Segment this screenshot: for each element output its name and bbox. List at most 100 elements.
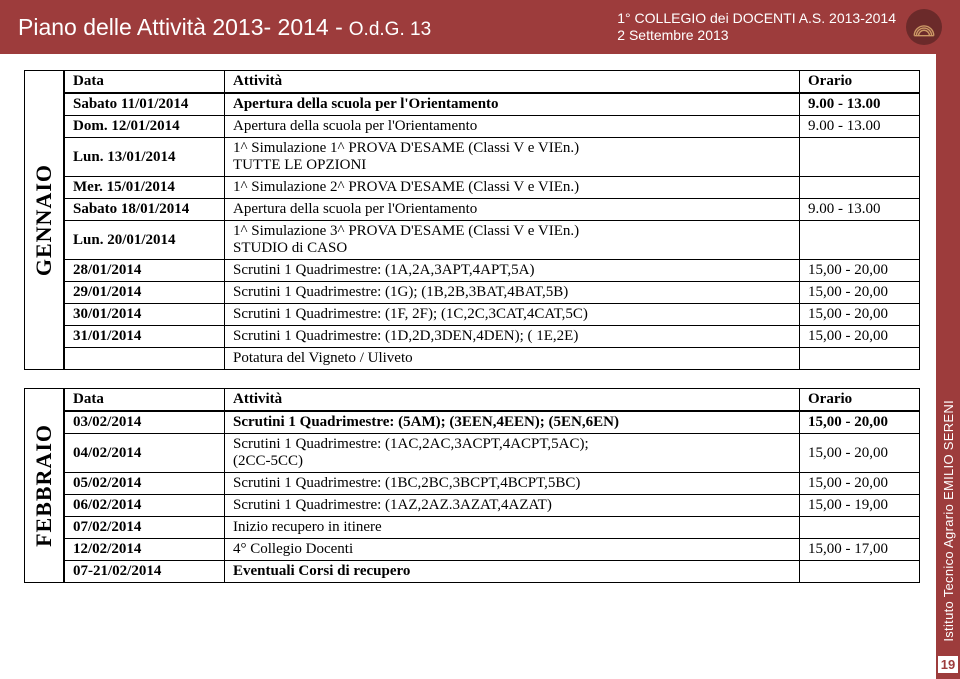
table-row: 29/01/2014Scrutini 1 Quadrimestre: (1G);… bbox=[65, 282, 920, 304]
col-header-time: Orario bbox=[800, 71, 920, 94]
table-wrap-gennaio: Data Attività Orario Sabato 11/01/2014Ap… bbox=[64, 70, 920, 370]
table-gennaio: Data Attività Orario Sabato 11/01/2014Ap… bbox=[64, 70, 920, 370]
cell-activity: Scrutini 1 Quadrimestre: (1BC,2BC,3BCPT,… bbox=[225, 473, 800, 495]
cell-time: 15,00 - 20,00 bbox=[800, 473, 920, 495]
cell-activity: 1^ Simulazione 2^ PROVA D'ESAME (Classi … bbox=[225, 177, 800, 199]
cell-activity: 1^ Simulazione 3^ PROVA D'ESAME (Classi … bbox=[225, 221, 800, 260]
cell-activity: Apertura della scuola per l'Orientamento bbox=[225, 199, 800, 221]
cell-date: Dom. 12/01/2014 bbox=[65, 116, 225, 138]
header-left: Piano delle Attività 2013- 2014 - O.d.G.… bbox=[18, 14, 431, 41]
block-febbraio: FEBBRAIO Data Attività Orario 03/02/2014… bbox=[24, 388, 920, 583]
cell-time bbox=[800, 561, 920, 583]
cell-activity: Scrutini 1 Quadrimestre: (1AZ,2AZ.3AZAT,… bbox=[225, 495, 800, 517]
side-strip: Istituto Tecnico Agrario EMILIO SERENI 1… bbox=[936, 54, 960, 679]
cell-date: 28/01/2014 bbox=[65, 260, 225, 282]
cell-date: 06/02/2014 bbox=[65, 495, 225, 517]
cell-time: 15,00 - 20,00 bbox=[800, 434, 920, 473]
table-header-row: Data Attività Orario bbox=[65, 389, 920, 412]
cell-date: 31/01/2014 bbox=[65, 326, 225, 348]
cell-date: 05/02/2014 bbox=[65, 473, 225, 495]
table-row: Lun. 20/01/20141^ Simulazione 3^ PROVA D… bbox=[65, 221, 920, 260]
cell-time: 9.00 - 13.00 bbox=[800, 116, 920, 138]
table-wrap-febbraio: Data Attività Orario 03/02/2014Scrutini … bbox=[64, 388, 920, 583]
cell-date bbox=[65, 348, 225, 370]
main-content: GENNAIO Data Attività Orario Sabato 11/0… bbox=[0, 54, 960, 593]
cell-activity: Scrutini 1 Quadrimestre: (5AM); (3EEN,4E… bbox=[225, 411, 800, 434]
col-header-activity: Attività bbox=[225, 71, 800, 94]
table-row: 05/02/2014Scrutini 1 Quadrimestre: (1BC,… bbox=[65, 473, 920, 495]
cell-time bbox=[800, 221, 920, 260]
cell-time: 9.00 - 13.00 bbox=[800, 199, 920, 221]
cell-time: 15,00 - 17,00 bbox=[800, 539, 920, 561]
cell-date: 12/02/2014 bbox=[65, 539, 225, 561]
table-row: 04/02/2014Scrutini 1 Quadrimestre: (1AC,… bbox=[65, 434, 920, 473]
col-header-date: Data bbox=[65, 71, 225, 94]
cell-activity: Inizio recupero in itinere bbox=[225, 517, 800, 539]
cell-activity: Eventuali Corsi di recupero bbox=[225, 561, 800, 583]
header-bar: Piano delle Attività 2013- 2014 - O.d.G.… bbox=[0, 0, 960, 54]
header-right: 1° COLLEGIO dei DOCENTI A.S. 2013-2014 2… bbox=[617, 9, 942, 45]
cell-activity: Scrutini 1 Quadrimestre: (1A,2A,3APT,4AP… bbox=[225, 260, 800, 282]
month-tab-label: FEBBRAIO bbox=[31, 424, 57, 547]
logo-icon bbox=[906, 9, 942, 45]
cell-activity: Apertura della scuola per l'Orientamento bbox=[225, 116, 800, 138]
cell-date: Lun. 20/01/2014 bbox=[65, 221, 225, 260]
cell-activity: Scrutini 1 Quadrimestre: (1F, 2F); (1C,2… bbox=[225, 304, 800, 326]
table-row: Dom. 12/01/2014Apertura della scuola per… bbox=[65, 116, 920, 138]
cell-date: Mer. 15/01/2014 bbox=[65, 177, 225, 199]
cell-date: 29/01/2014 bbox=[65, 282, 225, 304]
table-febbraio: Data Attività Orario 03/02/2014Scrutini … bbox=[64, 388, 920, 583]
table-row: 31/01/2014Scrutini 1 Quadrimestre: (1D,2… bbox=[65, 326, 920, 348]
table-row: Lun. 13/01/20141^ Simulazione 1^ PROVA D… bbox=[65, 138, 920, 177]
cell-activity: Scrutini 1 Quadrimestre: (1D,2D,3DEN,4DE… bbox=[225, 326, 800, 348]
cell-time bbox=[800, 348, 920, 370]
table-row: Sabato 11/01/2014Apertura della scuola p… bbox=[65, 93, 920, 116]
side-label: Istituto Tecnico Agrario EMILIO SERENI bbox=[941, 400, 956, 642]
header-right-line1: 1° COLLEGIO dei DOCENTI A.S. 2013-2014 bbox=[617, 10, 896, 28]
table-row: 07/02/2014Inizio recupero in itinere bbox=[65, 517, 920, 539]
cell-date: 30/01/2014 bbox=[65, 304, 225, 326]
table-row: 12/02/20144° Collegio Docenti15,00 - 17,… bbox=[65, 539, 920, 561]
header-title: Piano delle Attività 2013- 2014 - bbox=[18, 14, 343, 41]
cell-date: Sabato 11/01/2014 bbox=[65, 93, 225, 116]
header-subtitle: O.d.G. 13 bbox=[349, 19, 431, 41]
header-right-line2: 2 Settembre 2013 bbox=[617, 27, 896, 45]
table-row: Mer. 15/01/20141^ Simulazione 2^ PROVA D… bbox=[65, 177, 920, 199]
table-row: Sabato 18/01/2014Apertura della scuola p… bbox=[65, 199, 920, 221]
cell-activity: Scrutini 1 Quadrimestre: (1AC,2AC,3ACPT,… bbox=[225, 434, 800, 473]
cell-activity: 1^ Simulazione 1^ PROVA D'ESAME (Classi … bbox=[225, 138, 800, 177]
table-row: 06/02/2014Scrutini 1 Quadrimestre: (1AZ,… bbox=[65, 495, 920, 517]
col-header-time: Orario bbox=[800, 389, 920, 412]
block-gennaio: GENNAIO Data Attività Orario Sabato 11/0… bbox=[24, 70, 920, 370]
cell-time: 15,00 - 19,00 bbox=[800, 495, 920, 517]
cell-date: 07/02/2014 bbox=[65, 517, 225, 539]
header-right-text: 1° COLLEGIO dei DOCENTI A.S. 2013-2014 2… bbox=[617, 10, 896, 45]
month-tab-febbraio: FEBBRAIO bbox=[24, 388, 64, 583]
table-row: 30/01/2014Scrutini 1 Quadrimestre: (1F, … bbox=[65, 304, 920, 326]
cell-activity: 4° Collegio Docenti bbox=[225, 539, 800, 561]
table-row: Potatura del Vigneto / Uliveto bbox=[65, 348, 920, 370]
month-tab-gennaio: GENNAIO bbox=[24, 70, 64, 370]
cell-date: 07-21/02/2014 bbox=[65, 561, 225, 583]
cell-time bbox=[800, 517, 920, 539]
cell-date: 03/02/2014 bbox=[65, 411, 225, 434]
cell-time: 15,00 - 20,00 bbox=[800, 411, 920, 434]
cell-activity: Apertura della scuola per l'Orientamento bbox=[225, 93, 800, 116]
cell-time: 15,00 - 20,00 bbox=[800, 326, 920, 348]
table-row: 07-21/02/2014Eventuali Corsi di recupero bbox=[65, 561, 920, 583]
cell-time: 9.00 - 13.00 bbox=[800, 93, 920, 116]
cell-activity: Scrutini 1 Quadrimestre: (1G); (1B,2B,3B… bbox=[225, 282, 800, 304]
page-number: 19 bbox=[938, 656, 958, 673]
table-header-row: Data Attività Orario bbox=[65, 71, 920, 94]
cell-time bbox=[800, 177, 920, 199]
cell-activity: Potatura del Vigneto / Uliveto bbox=[225, 348, 800, 370]
cell-time: 15,00 - 20,00 bbox=[800, 260, 920, 282]
col-header-activity: Attività bbox=[225, 389, 800, 412]
cell-date: 04/02/2014 bbox=[65, 434, 225, 473]
cell-time: 15,00 - 20,00 bbox=[800, 282, 920, 304]
cell-date: Sabato 18/01/2014 bbox=[65, 199, 225, 221]
month-tab-label: GENNAIO bbox=[31, 164, 57, 276]
table-row: 28/01/2014Scrutini 1 Quadrimestre: (1A,2… bbox=[65, 260, 920, 282]
cell-time bbox=[800, 138, 920, 177]
cell-date: Lun. 13/01/2014 bbox=[65, 138, 225, 177]
